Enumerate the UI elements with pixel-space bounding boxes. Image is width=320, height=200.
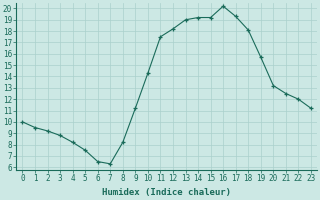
X-axis label: Humidex (Indice chaleur): Humidex (Indice chaleur) bbox=[102, 188, 231, 197]
